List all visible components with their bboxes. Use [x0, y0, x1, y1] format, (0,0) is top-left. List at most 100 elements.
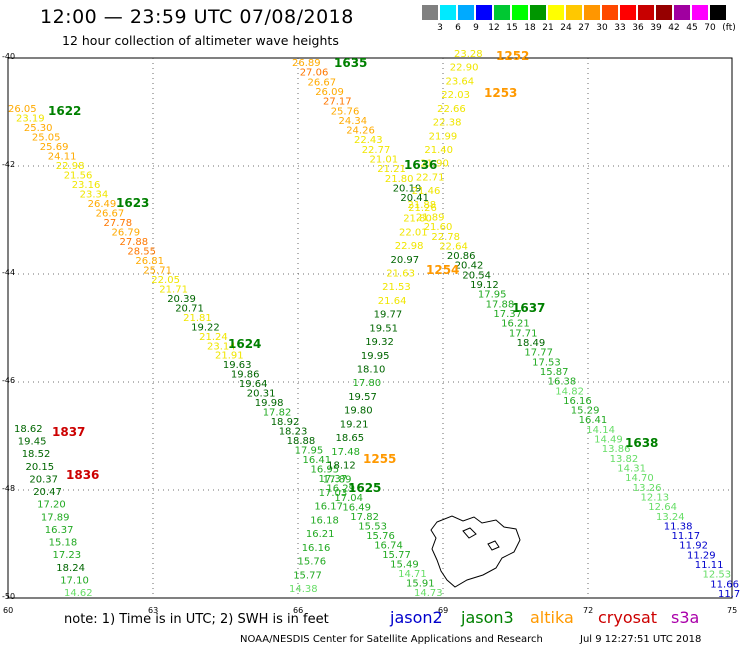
longitude-tick-label: 60	[3, 606, 13, 615]
wave-height-value: 17.23	[53, 550, 82, 561]
color-swatch	[566, 5, 582, 20]
color-swatch	[674, 5, 690, 20]
wave-height-value: 17.80	[353, 378, 382, 389]
wave-height-value: 11.7	[718, 589, 740, 600]
wave-height-value: 23.28	[454, 49, 483, 60]
wave-height-value: 22.90	[450, 63, 479, 74]
wave-height-value: 27.78	[104, 218, 133, 229]
latitude-tick-label: -46	[2, 376, 15, 385]
wave-height-value: 16.21	[306, 529, 335, 540]
wave-height-value: 23.64	[446, 76, 475, 87]
wave-height-value: 14.14	[586, 425, 615, 436]
wave-height-value: 19.95	[361, 351, 390, 362]
credit-line: NOAA/NESDIS Center for Satellite Applica…	[240, 634, 543, 645]
wave-height-value: 21.80	[385, 174, 414, 185]
wave-height-value: 18.62	[14, 424, 43, 435]
wave-height-value: 25.30	[24, 123, 53, 134]
wave-height-value: 15.77	[293, 570, 322, 581]
color-swatch	[692, 5, 708, 20]
wave-height-value: 24.34	[339, 116, 368, 127]
latitude-tick-label: -50	[2, 592, 15, 601]
wave-height-value: 27.17	[323, 97, 352, 108]
pass-label: 1254	[426, 263, 459, 277]
wave-height-value: 15.76	[366, 531, 395, 542]
wave-height-value: 20.86	[447, 251, 476, 262]
wave-height-value: 20.97	[391, 255, 420, 266]
wave-height-value: 15.77	[382, 550, 411, 561]
latitude-tick-label: -40	[2, 52, 15, 61]
wave-height-value: 22.98	[56, 161, 85, 172]
wave-height-value: 26.09	[315, 87, 344, 98]
wave-height-value: 18.52	[22, 449, 51, 460]
wave-height-value: 18.24	[56, 563, 85, 574]
color-scale-tick: 70	[704, 23, 716, 33]
wave-height-value: 22.77	[362, 145, 391, 156]
wave-height-value: 15.76	[298, 557, 327, 568]
pass-label: 1836	[66, 468, 99, 482]
wave-height-value: 21.64	[378, 296, 407, 307]
wave-height-value: 14.31	[617, 464, 646, 475]
color-scale-tick: 42	[668, 23, 680, 33]
pass-label: 1252	[496, 49, 529, 63]
generated-timestamp: Jul 9 12:27:51 UTC 2018	[580, 634, 702, 645]
wave-height-value: 25.69	[40, 142, 69, 153]
wave-height-value: 17.10	[60, 575, 89, 586]
wave-height-value: 23.16	[72, 180, 101, 191]
wave-height-value: 16.16	[563, 396, 592, 407]
wave-height-value: 19.77	[374, 310, 403, 321]
wave-height-value: 16.18	[310, 515, 339, 526]
wave-height-value: 20.71	[175, 303, 204, 314]
wave-height-value: 15.29	[571, 406, 600, 417]
pass-label: 1255	[363, 452, 396, 466]
wave-height-value: 21.56	[64, 170, 93, 181]
color-swatch	[530, 5, 546, 20]
wave-height-value: 20.54	[462, 270, 491, 281]
wave-height-value: 19.57	[348, 392, 377, 403]
wave-height-value: 22.66	[437, 104, 466, 115]
wave-height-value: 15.53	[358, 522, 387, 533]
wave-height-value: 26.89	[292, 58, 321, 69]
wave-height-value: 23.34	[80, 189, 109, 200]
wave-height-value: 26.67	[96, 208, 125, 219]
wave-height-values: 26.0523.1925.3025.0525.6924.1122.9821.56…	[8, 49, 740, 600]
color-swatch	[548, 5, 564, 20]
legend-jason2: jason2	[390, 608, 443, 627]
longitude-tick-label: 66	[293, 606, 303, 615]
wave-height-value: 18.65	[336, 433, 365, 444]
color-scale-tick: 21	[542, 23, 554, 33]
wave-height-value: 24.26	[346, 126, 375, 137]
wave-height-value: 20.42	[455, 261, 484, 272]
wave-height-value: 11.66	[710, 579, 739, 590]
color-scale-tick: 3	[437, 23, 443, 33]
wave-height-value: 18.92	[271, 417, 300, 428]
wave-height-value: 17.53	[532, 357, 561, 368]
color-scale-tick: 24	[560, 23, 572, 33]
wave-height-value: 23.19	[16, 114, 45, 125]
wave-height-value: 11.92	[679, 541, 708, 552]
wave-height-value: 17.88	[486, 299, 515, 310]
wave-height-value: 17.20	[37, 500, 66, 511]
wave-height-value: 22.43	[354, 135, 383, 146]
wave-height-value: 21.46	[412, 186, 441, 197]
wave-height-value: 25.05	[32, 133, 61, 144]
wave-height-value: 25.71	[143, 265, 172, 276]
color-swatch	[494, 5, 510, 20]
color-swatch	[476, 5, 492, 20]
color-scale-tick: 6	[455, 23, 461, 33]
wave-height-value: 17.89	[41, 512, 70, 523]
longitude-tick-label: 63	[148, 606, 158, 615]
pass-label: 1638	[625, 436, 658, 450]
wave-height-value: 21.99	[429, 131, 458, 142]
wave-height-value: 22.78	[431, 232, 460, 243]
wave-height-value: 26.67	[308, 77, 337, 88]
pass-label: 1837	[52, 425, 85, 439]
kerguelen-island-outline	[430, 515, 521, 588]
wave-height-value: 18.88	[287, 436, 316, 447]
latitude-tick-label: -42	[2, 160, 15, 169]
wave-height-value: 16.41	[579, 415, 608, 426]
wave-height-value: 16.41	[303, 455, 332, 466]
wave-height-value: 21.53	[382, 282, 411, 293]
wave-height-value: 26.05	[8, 104, 37, 115]
color-swatch	[512, 5, 528, 20]
map-border	[7, 57, 733, 599]
